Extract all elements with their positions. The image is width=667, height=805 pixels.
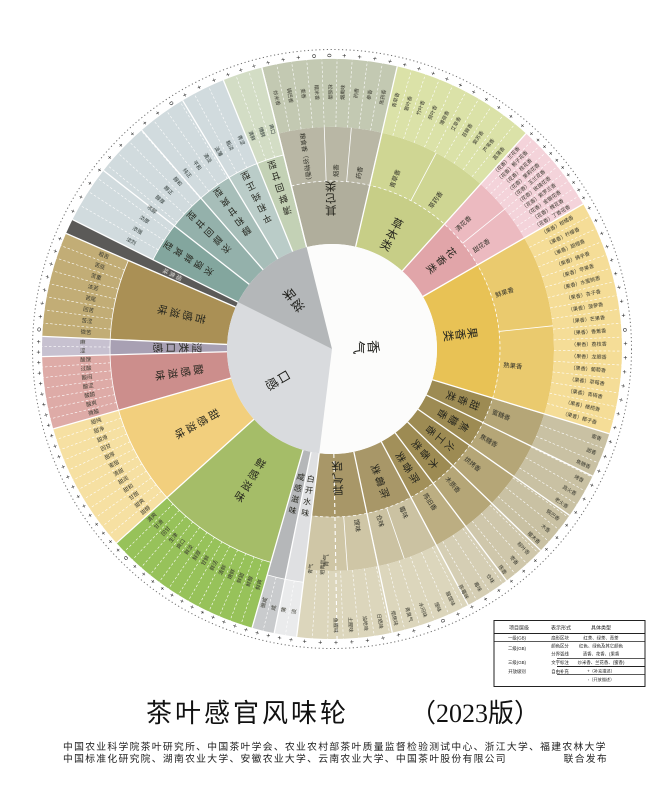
svg-text:果: 果 — [464, 327, 478, 340]
svg-text:o: o — [37, 326, 41, 333]
svg-text:扇形区块: 扇形区块 — [551, 635, 569, 642]
svg-text:+: + — [332, 640, 339, 644]
svg-text:+: + — [38, 312, 43, 319]
svg-text:气: 气 — [351, 340, 367, 354]
svg-text:+: + — [621, 312, 626, 319]
svg-text:清香、花香、(果香: 清香、花香、(果香 — [583, 651, 620, 658]
svg-text:二级(GB): 二级(GB) — [508, 645, 527, 652]
svg-text:红色、绿色及其它颜色: 红色、绿色及其它颜色 — [579, 643, 624, 650]
svg-text:三级(GB): 三级(GB) — [508, 659, 527, 666]
svg-text:o: o — [311, 54, 318, 58]
svg-text:中国标准化研究院、湖南农业大学、安徽农业大学、云南农业大学、: 中国标准化研究院、湖南农业大学、安徽农业大学、云南农业大学、中国茶叶股份有限公司 — [63, 752, 507, 765]
svg-text:+: + — [347, 640, 354, 645]
svg-text:松烟香: 松烟香 — [326, 84, 333, 99]
svg-text:+: + — [300, 639, 307, 644]
svg-text:味: 味 — [331, 459, 344, 473]
svg-text:分界弧线: 分界弧线 — [551, 651, 569, 658]
svg-text:糯米香: 糯米香 — [313, 85, 321, 101]
svg-text:麻: 麻 — [80, 338, 86, 346]
svg-text:香: 香 — [365, 340, 381, 355]
svg-text:+: + — [363, 638, 370, 643]
svg-text:（果香）荔枝香: （果香）荔枝香 — [571, 341, 607, 349]
svg-text:中国农业科学院茶叶研究所、中国茶叶学会、农业农村部茶叶质量监: 中国农业科学院茶叶研究所、中国茶叶学会、农业农村部茶叶质量监督检验测试中心、浙江… — [63, 740, 607, 753]
svg-text:+: + — [623, 341, 627, 348]
svg-text:白: 白 — [306, 473, 315, 484]
svg-text:红茶、绿茶、青茶: 红茶、绿茶、青茶 — [583, 635, 619, 642]
svg-text:涩: 涩 — [80, 347, 86, 355]
svg-text:土腥味: 土腥味 — [346, 617, 354, 633]
svg-text:一级(GB): 一级(GB) — [508, 635, 527, 642]
svg-text:气: 气 — [331, 471, 344, 486]
svg-text:粗青气: 粗青气 — [319, 559, 327, 575]
svg-text:味: 味 — [301, 507, 310, 518]
svg-text:◦（开放描述）: ◦（开放描述） — [588, 676, 615, 683]
svg-text:+: + — [623, 355, 627, 362]
svg-text:+: + — [37, 358, 41, 365]
svg-text:茶叶感官风味轮: 茶叶感官风味轮 — [146, 699, 349, 728]
svg-text:麦香: 麦香 — [299, 88, 307, 99]
svg-text:烟熏味: 烟熏味 — [339, 84, 347, 100]
svg-text:o: o — [326, 53, 333, 57]
svg-text:（果香）龙眼香: （果香）龙眼香 — [571, 353, 607, 361]
svg-text:其: 其 — [325, 203, 337, 216]
svg-text:开: 开 — [304, 486, 313, 496]
svg-text:（2023版）: （2023版） — [410, 699, 540, 728]
svg-text:项目层级: 项目层级 — [509, 625, 529, 632]
svg-text:+: + — [295, 55, 302, 60]
svg-text:烟香: 烟香 — [331, 164, 340, 178]
svg-text:口: 口 — [164, 342, 176, 353]
svg-text:+: + — [316, 640, 323, 644]
svg-text:类: 类 — [441, 329, 456, 343]
svg-text:它: 它 — [325, 191, 337, 205]
svg-text:+: + — [38, 379, 43, 386]
svg-text:香: 香 — [453, 328, 467, 341]
svg-text:文字标注: 文字标注 — [551, 659, 569, 666]
svg-text:异: 异 — [332, 483, 344, 496]
svg-text:+: + — [36, 337, 40, 344]
svg-text:类: 类 — [177, 342, 190, 353]
svg-text:类: 类 — [324, 179, 336, 193]
svg-text:o: o — [623, 327, 627, 334]
svg-text:+: + — [342, 54, 349, 58]
svg-text:药香: 药香 — [353, 88, 361, 99]
svg-text:鱼腥味: 鱼腥味 — [332, 618, 339, 633]
svg-text:联合发布: 联合发布 — [564, 752, 608, 765]
svg-text:炒米香、兰花香、(蜜香): 炒米香、兰花香、(蜜香) — [578, 659, 625, 666]
svg-text:开放级别: 开放级别 — [508, 668, 526, 675]
svg-text:+: + — [36, 348, 40, 355]
svg-text:颜色区分: 颜色区分 — [551, 643, 569, 650]
svg-text:具体类型: 具体类型 — [591, 625, 611, 632]
svg-text:涩: 涩 — [190, 343, 202, 354]
svg-text:水: 水 — [302, 496, 311, 507]
svg-text:+: + — [622, 369, 627, 376]
svg-text:感: 感 — [151, 342, 164, 353]
svg-text:+: + — [357, 55, 364, 60]
svg-text:青气: 青气 — [307, 563, 315, 574]
svg-text:+: + — [37, 369, 42, 376]
svg-text:+（补充描述）: +（补充描述） — [587, 668, 615, 675]
svg-text:自由补充: 自由补充 — [551, 668, 569, 675]
svg-text:表示形式: 表示形式 — [551, 625, 571, 632]
